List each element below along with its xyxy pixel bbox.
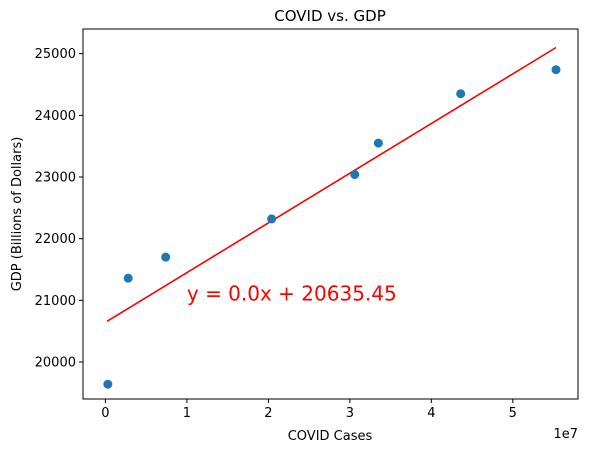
regression-equation-annotation: y = 0.0x + 20635.45: [187, 281, 397, 305]
x-tick-label: 0: [101, 406, 109, 421]
x-tick-label: 3: [346, 406, 354, 421]
y-tick-label: 20000: [35, 356, 76, 371]
x-axis-offset-label: 1e7: [553, 427, 578, 442]
x-axis: 0 1 2 3 4 5: [101, 399, 517, 421]
chart-title: COVID vs. GDP: [274, 7, 385, 25]
y-tick-label: 21000: [35, 294, 76, 309]
scatter-point: [551, 65, 561, 75]
scatter-point: [161, 252, 171, 262]
x-axis-label: COVID Cases: [288, 429, 373, 444]
x-tick-label: 5: [509, 406, 517, 421]
scatter-point: [103, 379, 113, 389]
y-tick-label: 22000: [35, 232, 76, 247]
x-tick-label: 1: [183, 406, 191, 421]
x-tick-label: 4: [427, 406, 435, 421]
regression-line: [106, 46, 557, 322]
y-tick-label: 23000: [35, 171, 76, 186]
scatter-point: [456, 89, 466, 99]
scatter-point: [267, 214, 277, 224]
y-axis-label: GDP (Billions of Dollars): [10, 137, 25, 292]
plot-area: [103, 46, 561, 389]
scatter-point: [373, 138, 383, 148]
scatter-point: [123, 273, 133, 283]
y-tick-label: 24000: [35, 109, 76, 124]
y-tick-label: 25000: [35, 47, 76, 62]
plot-frame: [82, 28, 579, 400]
y-axis: 20000 21000 22000 23000 24000 25000: [35, 47, 83, 371]
x-tick-label: 2: [264, 406, 272, 421]
scatter-point: [350, 170, 360, 180]
